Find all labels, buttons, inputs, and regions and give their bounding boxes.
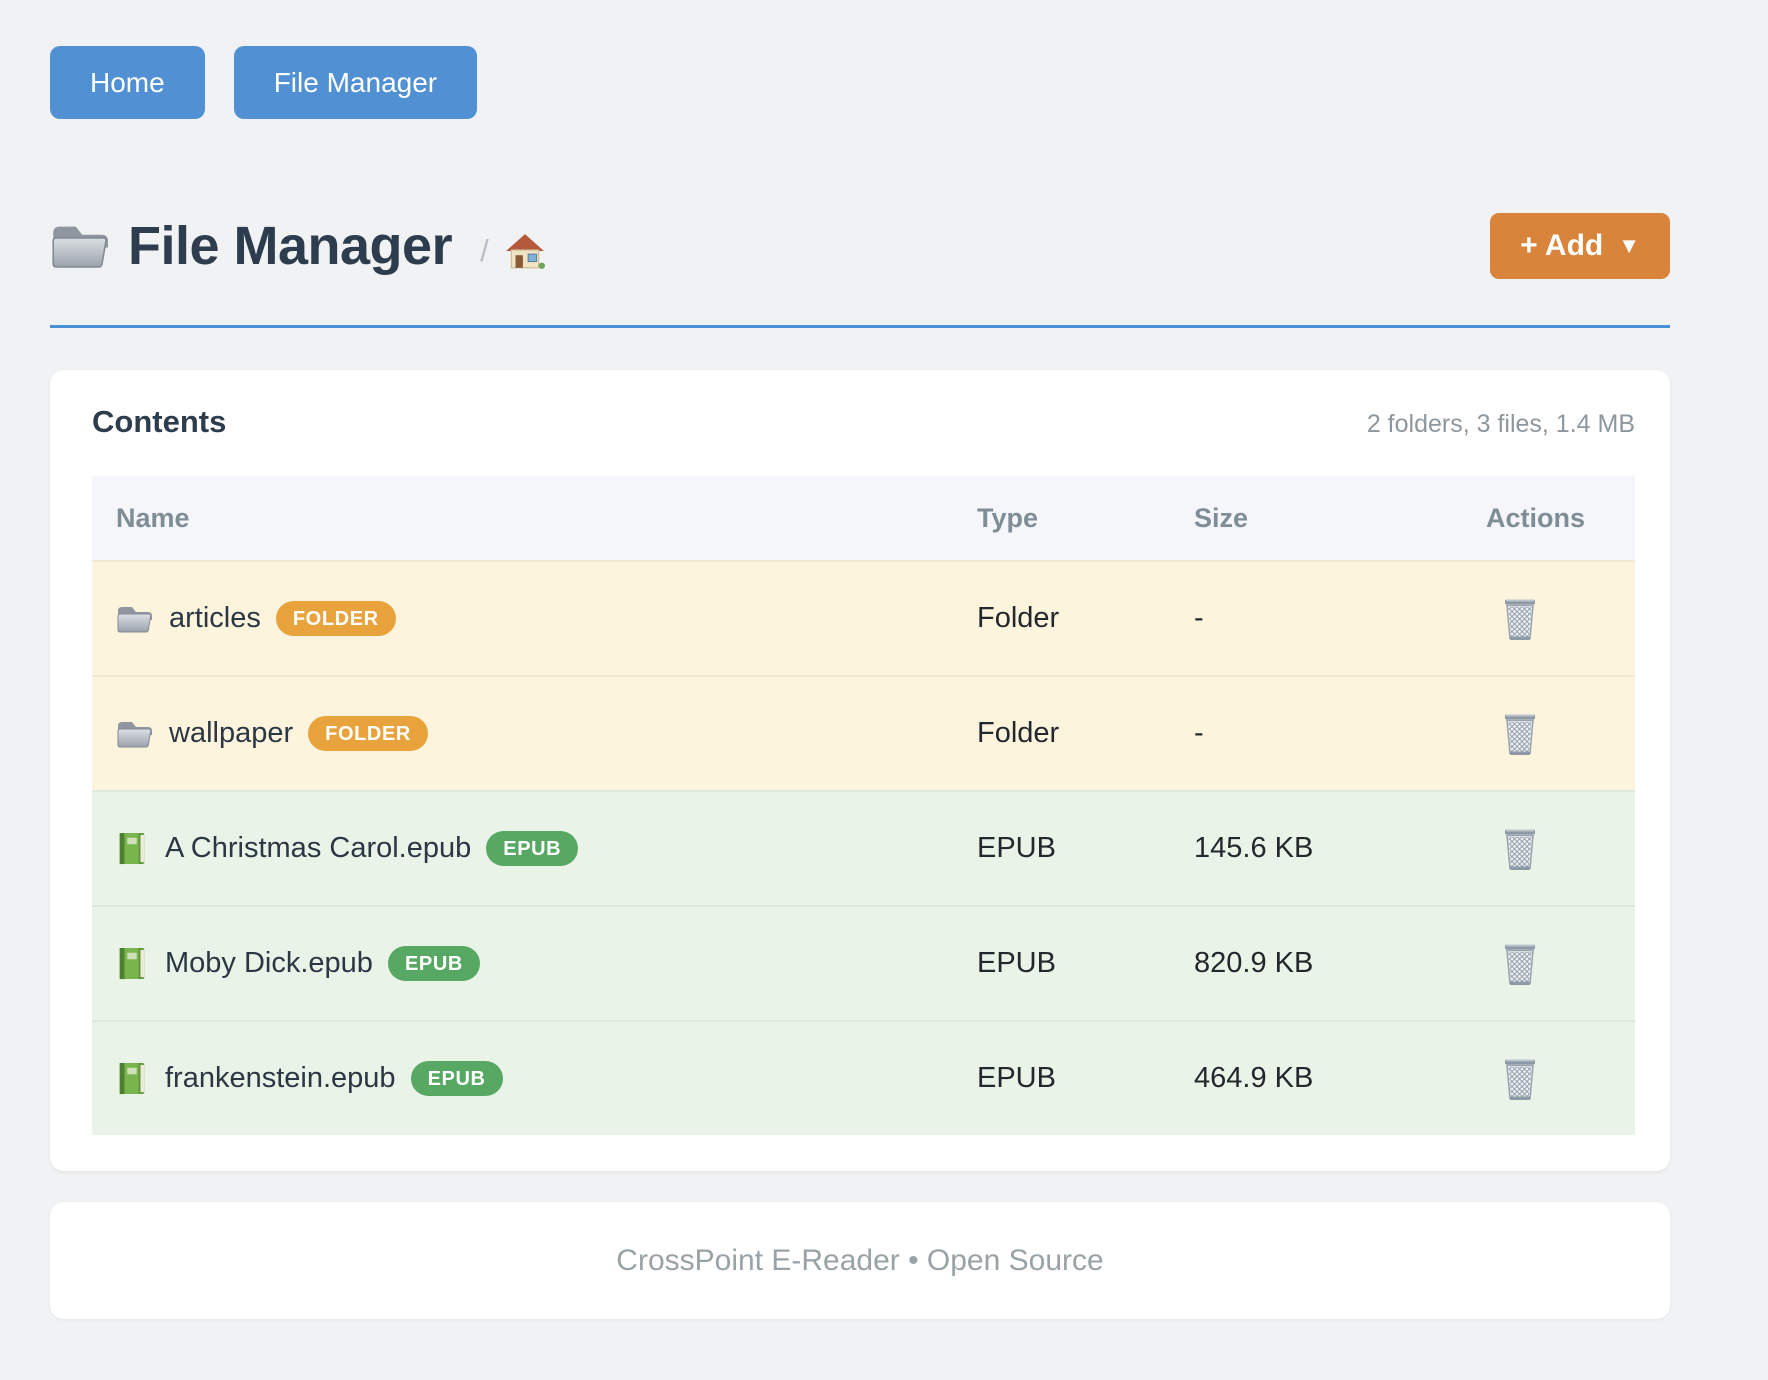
table-row[interactable]: Moby Dick.epub EPUB EPUB 820.9 KB bbox=[92, 905, 1635, 1020]
folder-icon bbox=[52, 225, 108, 268]
home-icon[interactable] bbox=[505, 232, 545, 270]
type-badge: FOLDER bbox=[275, 601, 396, 636]
table-row[interactable]: frankenstein.epub EPUB EPUB 464.9 KB bbox=[92, 1020, 1635, 1135]
type-badge: EPUB bbox=[387, 946, 480, 981]
actions-cell bbox=[1486, 826, 1635, 871]
footer-text: CrossPoint E-Reader • Open Source bbox=[616, 1243, 1104, 1277]
file-name-link[interactable]: A Christmas Carol.epub bbox=[165, 832, 472, 864]
page: Home File Manager File Manager / + Add ▼… bbox=[50, 0, 1670, 1319]
actions-cell bbox=[1486, 941, 1635, 986]
file-size: 464.9 KB bbox=[1194, 1062, 1314, 1094]
column-header-name: Name bbox=[116, 502, 190, 533]
delete-button[interactable] bbox=[1502, 711, 1538, 756]
contents-card-header: Contents 2 folders, 3 files, 1.4 MB bbox=[92, 404, 1635, 440]
file-type: EPUB bbox=[977, 1062, 1056, 1094]
table-header-row: Name Type Size Actions bbox=[92, 476, 1635, 560]
breadcrumb: / bbox=[480, 232, 545, 270]
book-icon bbox=[119, 1062, 145, 1094]
delete-button[interactable] bbox=[1502, 1056, 1538, 1101]
nav-home-button[interactable]: Home bbox=[50, 46, 205, 119]
contents-heading: Contents bbox=[92, 404, 227, 439]
folder-icon bbox=[117, 721, 152, 747]
file-name-cell: frankenstein.epub EPUB bbox=[92, 1061, 977, 1097]
title-divider bbox=[50, 325, 1670, 328]
trash-icon bbox=[1504, 828, 1536, 871]
delete-button[interactable] bbox=[1502, 596, 1538, 641]
add-button-label: + Add bbox=[1520, 229, 1604, 262]
contents-card: Contents 2 folders, 3 files, 1.4 MB Name… bbox=[50, 370, 1670, 1171]
table-row[interactable]: wallpaper FOLDER Folder - bbox=[92, 675, 1635, 790]
trash-icon bbox=[1504, 598, 1536, 641]
type-badge: EPUB bbox=[486, 831, 579, 866]
file-name-cell: wallpaper FOLDER bbox=[92, 716, 977, 751]
file-type: Folder bbox=[977, 602, 1060, 634]
file-name-cell: A Christmas Carol.epub EPUB bbox=[92, 831, 977, 867]
nav-file-manager-button[interactable]: File Manager bbox=[233, 46, 478, 119]
table-row[interactable]: A Christmas Carol.epub EPUB EPUB 145.6 K… bbox=[92, 790, 1635, 905]
table-row[interactable]: articles FOLDER Folder - bbox=[92, 560, 1635, 675]
delete-button[interactable] bbox=[1502, 826, 1538, 871]
footer-card: CrossPoint E-Reader • Open Source bbox=[50, 1202, 1670, 1319]
top-navigation: Home File Manager bbox=[50, 0, 1670, 119]
actions-cell bbox=[1486, 1056, 1635, 1101]
file-size: - bbox=[1194, 602, 1204, 634]
trash-icon bbox=[1504, 943, 1536, 986]
file-name-link[interactable]: wallpaper bbox=[169, 717, 294, 749]
trash-icon bbox=[1504, 713, 1536, 756]
column-header-type: Type bbox=[977, 502, 1039, 533]
add-button[interactable]: + Add ▼ bbox=[1490, 213, 1670, 279]
book-icon bbox=[119, 947, 145, 979]
file-type: EPUB bbox=[977, 832, 1056, 864]
page-header: File Manager / + Add ▼ bbox=[50, 205, 1670, 287]
trash-icon bbox=[1504, 1058, 1536, 1101]
actions-cell bbox=[1486, 596, 1635, 641]
file-type: EPUB bbox=[977, 947, 1056, 979]
book-icon bbox=[119, 832, 145, 864]
file-size: 820.9 KB bbox=[1194, 947, 1314, 979]
breadcrumb-separator: / bbox=[480, 233, 489, 268]
file-table: Name Type Size Actions articles FOLDER F… bbox=[92, 476, 1635, 1135]
file-size: 145.6 KB bbox=[1194, 832, 1314, 864]
type-badge: EPUB bbox=[410, 1061, 503, 1096]
file-name-cell: Moby Dick.epub EPUB bbox=[92, 946, 977, 982]
actions-cell bbox=[1486, 711, 1635, 756]
file-name-link[interactable]: frankenstein.epub bbox=[165, 1062, 396, 1094]
type-badge: FOLDER bbox=[308, 716, 428, 751]
file-name-link[interactable]: Moby Dick.epub bbox=[165, 947, 373, 979]
file-type: Folder bbox=[977, 717, 1060, 749]
page-title: File Manager bbox=[128, 216, 453, 276]
contents-summary: 2 folders, 3 files, 1.4 MB bbox=[1366, 410, 1635, 438]
folder-icon bbox=[117, 606, 152, 632]
file-name-cell: articles FOLDER bbox=[92, 601, 977, 636]
file-name-link[interactable]: articles bbox=[169, 602, 261, 634]
delete-button[interactable] bbox=[1502, 941, 1538, 986]
column-header-size: Size bbox=[1194, 502, 1249, 533]
chevron-down-icon: ▼ bbox=[1618, 233, 1640, 258]
column-header-actions: Actions bbox=[1486, 502, 1586, 533]
file-size: - bbox=[1194, 717, 1204, 749]
